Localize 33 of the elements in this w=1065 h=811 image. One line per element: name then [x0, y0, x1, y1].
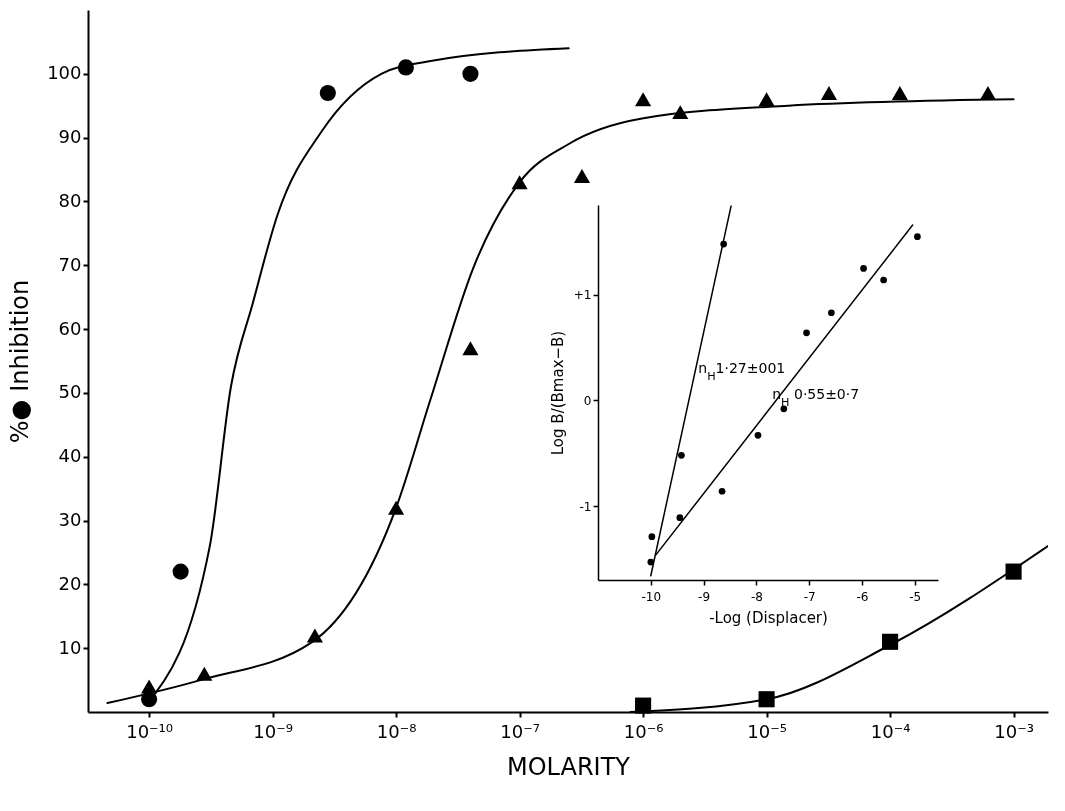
y-tick-label: -1	[579, 499, 592, 514]
y-tick-label: 50	[58, 381, 82, 403]
y-axis-title: %● Inhibition	[6, 279, 35, 444]
y-tick-label: +1	[573, 288, 592, 303]
y-tick-label: 30	[58, 509, 82, 531]
x-tick-label: 10⁻⁵	[747, 720, 787, 742]
x-axis-title: -Log (Displacer)	[709, 608, 828, 627]
x-tick-label: 10⁻³	[994, 720, 1034, 742]
x-tick-label: -10	[641, 589, 662, 604]
y-tick-label: 10	[58, 636, 82, 658]
x-tick-label: -8	[750, 589, 763, 604]
x-tick-label: 10⁻¹⁰	[126, 720, 174, 742]
annotation: n$_{H}$1·27±001	[698, 359, 786, 383]
y-tick-label: 100	[47, 62, 82, 84]
x-tick-label: -5	[909, 589, 922, 604]
y-tick-label: 60	[58, 317, 82, 339]
x-tick-label: 10⁻⁸	[376, 720, 417, 742]
annotation: n$_{H}$ 0·55±0·7	[772, 386, 860, 409]
y-tick-label: 90	[58, 126, 82, 148]
x-tick-label: 10⁻⁶	[623, 720, 664, 742]
x-tick-label: 10⁻⁴	[870, 720, 911, 742]
y-tick-label: 80	[58, 189, 82, 211]
x-tick-label: 10⁻⁷	[500, 720, 540, 742]
y-tick-label: 20	[58, 572, 82, 594]
y-tick-label: 70	[58, 253, 82, 275]
y-tick-label: 0	[583, 393, 592, 408]
x-tick-label: 10⁻⁹	[253, 720, 293, 742]
x-tick-label: -9	[698, 589, 711, 604]
y-tick-label: 40	[58, 445, 82, 467]
x-tick-label: -7	[803, 589, 816, 604]
x-axis-title: MOLARITY	[506, 752, 631, 781]
y-axis-title: Log B/(Bmax−B)	[548, 330, 567, 456]
x-tick-label: -6	[856, 589, 869, 604]
